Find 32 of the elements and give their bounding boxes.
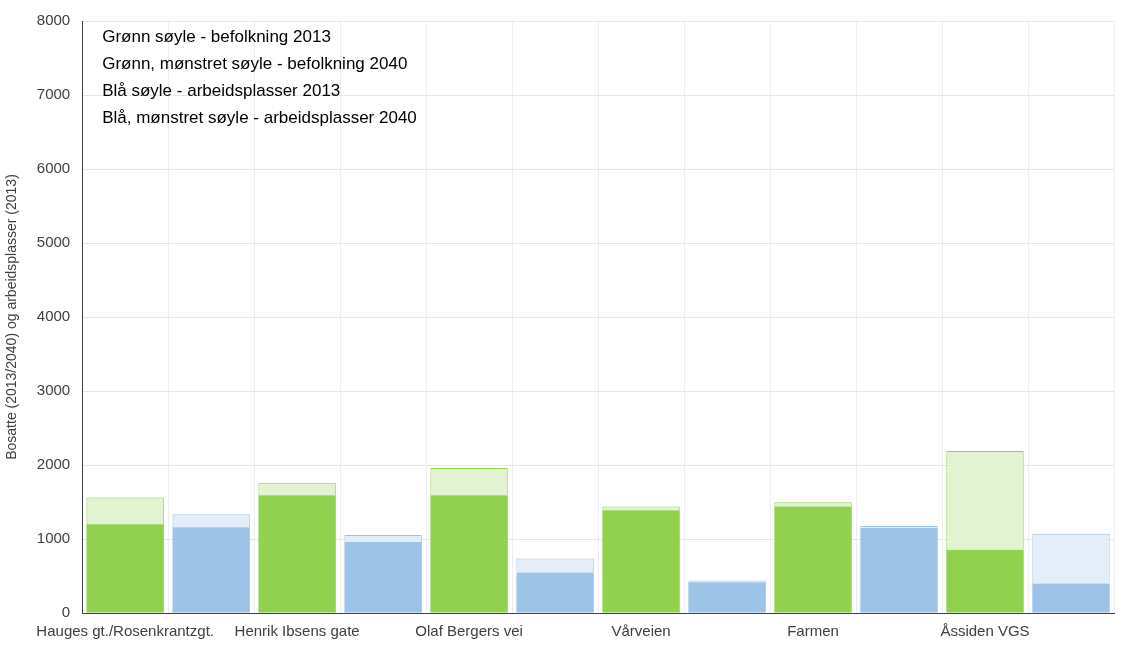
- y-tick-label: 5000: [36, 233, 71, 251]
- bar: [602, 510, 680, 613]
- x-tick-label: Olaf Bergers vei: [415, 622, 523, 640]
- annotation: Blå søyle - arbeidsplasser 2013: [102, 80, 341, 100]
- y-tick-label: 4000: [36, 307, 71, 325]
- annotation: Blå, mønstret søyle - arbeidsplasser 2040: [102, 107, 417, 127]
- bar: [860, 527, 938, 613]
- y-tick-label: 3000: [36, 381, 71, 399]
- y-axis-title: Bosatte (2013/2040) og arbeidsplasser (2013): [3, 174, 20, 460]
- bar: [774, 506, 852, 613]
- y-tick-label: 6000: [36, 159, 71, 177]
- x-tick-label: Farmen: [787, 622, 839, 640]
- bar: [172, 527, 250, 613]
- x-tick-label: Hauges gt./Rosenkrantzgt.: [36, 622, 214, 640]
- y-tick-label: 1000: [36, 529, 71, 547]
- annotation: Grønn søyle - befolkning 2013: [102, 26, 331, 46]
- bar: [344, 541, 422, 613]
- bar: [86, 524, 164, 613]
- x-tick-label: Åssiden VGS: [940, 622, 1030, 640]
- bar: [688, 582, 766, 613]
- y-tick-label: 7000: [36, 85, 71, 103]
- x-tick-label: Vårveien: [611, 622, 671, 640]
- y-tick-label: 2000: [36, 455, 71, 473]
- y-tick-label: 0: [61, 603, 71, 621]
- annotation: Grønn, mønstret søyle - befolkning 2040: [102, 53, 408, 73]
- x-tick-label: Henrik Ibsens gate: [234, 622, 360, 640]
- bar: [516, 572, 594, 613]
- y-tick-label: 8000: [36, 11, 71, 29]
- bar: [258, 495, 336, 613]
- bar: [946, 549, 1024, 613]
- bar: [1032, 583, 1110, 613]
- bar: [430, 495, 508, 613]
